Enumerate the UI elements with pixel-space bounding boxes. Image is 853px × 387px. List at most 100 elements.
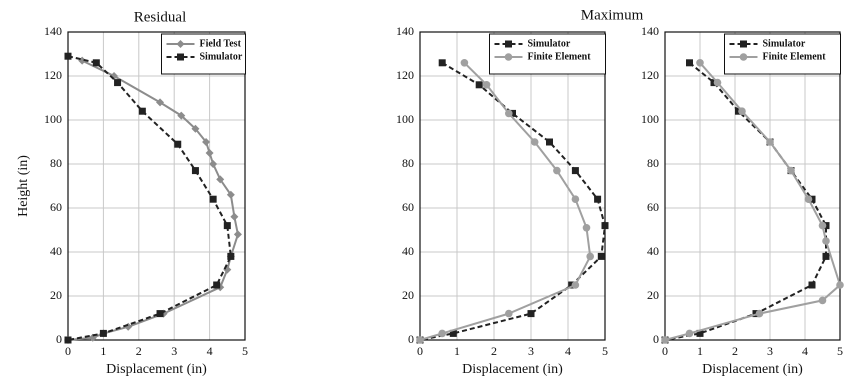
y-tick-label: 140 [396,24,414,38]
x-tick-label: 5 [602,344,608,358]
marker [527,310,535,318]
legend-box [161,33,246,75]
marker [571,167,579,175]
marker [505,40,512,48]
x-tick-label: 0 [417,344,423,358]
marker [505,109,513,118]
legend-label: Field Test [200,38,242,49]
marker [787,166,795,175]
marker [449,329,457,337]
marker [475,81,483,89]
marker [808,281,816,289]
x-tick-label: 5 [837,344,843,358]
marker [174,140,182,148]
y-tick-label: 80 [50,156,62,170]
y-tick-label: 100 [396,112,414,126]
y-tick-label: 20 [402,288,414,302]
x-tick-label: 1 [454,344,460,358]
marker [213,281,221,289]
series-line [419,61,607,341]
marker [156,98,165,107]
marker [191,124,200,133]
x-tick-label: 3 [528,344,534,358]
series-line [67,59,239,341]
marker [64,52,72,60]
x-tick-label: 4 [565,344,571,358]
y-tick-label: 0 [653,332,659,346]
x-tick-label: 2 [491,344,497,358]
marker [202,138,211,146]
x-tick-label: 2 [136,344,142,358]
marker [804,195,813,203]
y-tick-label: 100 [641,112,659,126]
plot-frame [67,31,246,341]
y-tick-label: 60 [647,200,659,214]
marker [138,107,146,115]
x-tick-label: 1 [697,344,703,358]
marker [64,336,72,344]
marker [156,310,164,318]
marker [755,309,764,318]
plot-frame [419,31,606,341]
y-tick-label: 80 [402,156,414,170]
x-tick-label: 5 [242,344,248,358]
marker [530,138,539,146]
y-tick-label: 140 [641,24,659,38]
x-tick-label: 4 [802,344,808,358]
series-line [664,62,827,341]
y-axis-label: Height (in) [16,155,31,217]
marker [553,166,561,175]
marker [594,195,602,203]
marker [661,336,669,344]
marker [696,59,704,67]
marker [177,53,184,61]
y-tick-label: 40 [402,244,414,258]
marker [176,40,185,48]
marker [601,222,609,230]
marker [546,138,553,146]
x-tick-label: 1 [100,344,106,358]
marker [740,40,747,48]
marker [177,111,186,120]
marker [114,79,122,87]
marker [482,81,491,89]
marker [216,175,225,184]
x-tick-label: 0 [65,344,71,358]
marker [739,53,748,61]
marker [766,138,774,146]
plot-frame [664,31,841,341]
x-axis-label: Displacement (in) [106,362,207,377]
marker [223,222,231,230]
y-tick-label: 20 [50,288,62,302]
y-tick-label: 120 [641,68,659,82]
marker [230,212,239,221]
marker [505,309,513,318]
legend-label: Simulator [200,51,243,62]
y-tick-label: 40 [50,244,62,258]
marker [597,252,605,260]
marker [205,149,214,157]
marker [92,59,100,67]
y-tick-label: 60 [50,200,62,214]
marker [822,237,830,245]
marker [233,230,242,239]
series-line [419,62,592,341]
marker [191,167,199,175]
x-tick-label: 3 [767,344,773,358]
legend-label: Simulator [528,38,571,49]
y-tick-label: 140 [44,24,62,38]
x-axis-label: Displacement (in) [702,362,803,377]
chart-title: Maximum [581,7,644,23]
marker [226,190,235,199]
legend-label: Finite Element [763,51,827,62]
marker [209,160,218,168]
marker [696,329,704,337]
marker [504,53,513,61]
marker [209,195,217,203]
marker [571,281,580,289]
marker [460,59,469,67]
x-tick-label: 4 [207,344,213,358]
marker [713,78,722,87]
y-tick-label: 0 [408,332,414,346]
